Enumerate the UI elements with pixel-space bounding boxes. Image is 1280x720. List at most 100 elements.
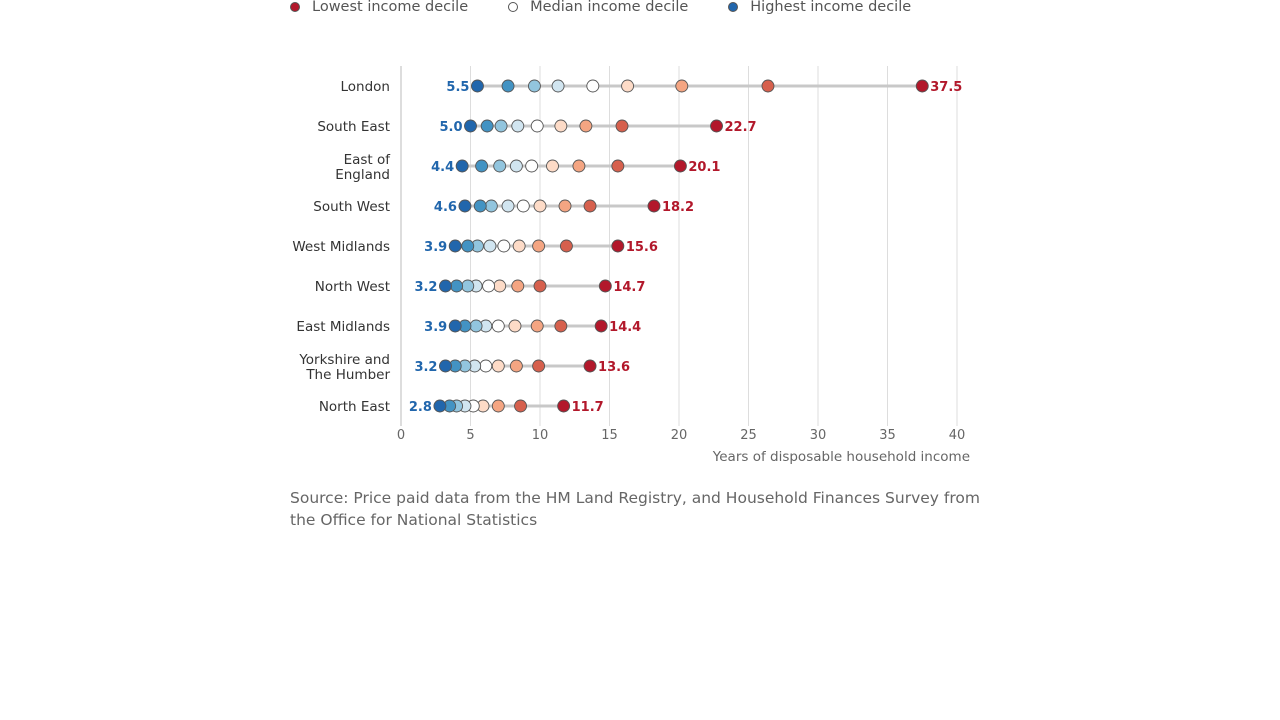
decile-dot — [483, 239, 497, 253]
decile-dot — [615, 119, 629, 133]
highest-decile-value-label: 3.2 — [414, 360, 437, 375]
decile-dot — [527, 79, 541, 93]
decile-dot — [533, 279, 547, 293]
x-tick-label: 35 — [879, 428, 896, 443]
legend-dot-highest-icon — [728, 2, 739, 12]
decile-dot — [530, 119, 544, 133]
decile-dot — [621, 79, 635, 93]
decile-dot — [480, 119, 494, 133]
legend-item-median: Median income decile — [508, 0, 688, 15]
dot-strip-chart: 0 5 10 15 20 25 30 35 40 Years of disposable hous… — [292, 66, 970, 465]
decile-dot — [594, 319, 608, 333]
decile-dot — [491, 319, 505, 333]
lowest-decile-value-label: 14.7 — [613, 280, 645, 295]
decile-dot — [494, 119, 508, 133]
highest-decile-value-label: 5.5 — [446, 80, 469, 95]
decile-dot — [554, 119, 568, 133]
x-tick-label: 40 — [949, 428, 966, 443]
x-tick-label: 15 — [601, 428, 618, 443]
decile-dot — [501, 79, 515, 93]
decile-dot — [512, 239, 526, 253]
decile-dot — [572, 159, 586, 173]
decile-dot — [482, 279, 496, 293]
decile-dot — [491, 359, 505, 373]
decile-dot — [611, 159, 625, 173]
lowest-decile-value-label: 15.6 — [626, 240, 658, 255]
decile-dot — [710, 119, 723, 133]
decile-dot — [439, 359, 452, 373]
lowest-decile-value-label: 20.1 — [688, 160, 720, 175]
region-label: East Midlands — [296, 319, 390, 335]
region-label: North West — [315, 279, 390, 295]
decile-dot — [559, 239, 573, 253]
decile-dot — [493, 159, 507, 173]
decile-dot — [471, 79, 484, 93]
decile-dot — [514, 399, 527, 413]
decile-dot — [546, 159, 559, 173]
decile-dot — [551, 79, 565, 93]
decile-dot — [516, 199, 530, 213]
decile-dot — [579, 119, 593, 133]
region-label: England — [335, 167, 390, 183]
decile-dot — [484, 199, 498, 213]
lowest-decile-value-label: 37.5 — [930, 80, 962, 95]
decile-dot — [461, 239, 475, 253]
legend-item-highest: Highest income decile — [728, 0, 911, 15]
region-label: West Midlands — [292, 239, 390, 255]
decile-dot — [509, 159, 523, 173]
decile-dot — [497, 239, 511, 253]
decile-dot — [479, 359, 493, 373]
legend-dot-lowest-icon — [290, 2, 300, 12]
x-tick-label: 25 — [740, 428, 757, 443]
decile-dot — [583, 359, 597, 373]
x-tick-label: 20 — [671, 428, 688, 443]
decile-dot — [525, 159, 539, 173]
region-label: South East — [317, 119, 390, 135]
decile-dot — [433, 399, 447, 413]
decile-dot — [511, 279, 525, 293]
decile-dot — [491, 399, 505, 413]
decile-dot — [473, 199, 487, 213]
highest-decile-value-label: 2.8 — [409, 400, 432, 415]
chart-legend: Lowest income decile Median income decil… — [290, 0, 951, 17]
region-label: North East — [319, 399, 390, 415]
legend-label-lowest: Lowest income decile — [312, 0, 469, 15]
decile-dot — [509, 359, 523, 373]
x-tick-label: 5 — [466, 428, 474, 443]
decile-dot — [673, 159, 687, 173]
legend-label-highest: Highest income decile — [750, 0, 912, 15]
highest-decile-value-label: 4.4 — [431, 160, 454, 175]
region-label: Yorkshire and — [298, 352, 390, 368]
decile-dot — [450, 279, 464, 293]
decile-dot — [461, 279, 475, 293]
decile-dot — [458, 199, 472, 213]
decile-dot — [558, 199, 572, 213]
region-label: The Humber — [305, 367, 390, 383]
highest-decile-value-label: 3.9 — [424, 240, 447, 255]
decile-dot — [557, 399, 571, 413]
decile-dot — [532, 359, 546, 373]
decile-dot — [511, 119, 525, 133]
highest-decile-value-label: 3.9 — [424, 320, 447, 335]
decile-dot — [475, 159, 489, 173]
legend-label-median: Median income decile — [530, 0, 689, 15]
decile-dot — [598, 279, 612, 293]
legend-dot-median-icon — [508, 2, 519, 12]
decile-dot — [554, 319, 568, 333]
decile-dot — [508, 319, 522, 333]
decile-dot — [532, 239, 546, 253]
legend-item-lowest: Lowest income decile — [290, 0, 468, 15]
decile-dot — [915, 79, 929, 93]
decile-dot — [501, 199, 515, 213]
x-tick-label: 10 — [532, 428, 549, 443]
highest-decile-value-label: 3.2 — [414, 280, 437, 295]
decile-dot — [493, 279, 507, 293]
decile-dot — [533, 199, 547, 213]
decile-dot — [439, 279, 452, 293]
region-label: London — [341, 79, 391, 95]
lowest-decile-value-label: 14.4 — [609, 320, 641, 335]
decile-dot — [448, 319, 462, 333]
lowest-decile-value-label: 13.6 — [598, 360, 630, 375]
x-tick-label: 0 — [397, 428, 405, 443]
decile-dot — [530, 319, 544, 333]
